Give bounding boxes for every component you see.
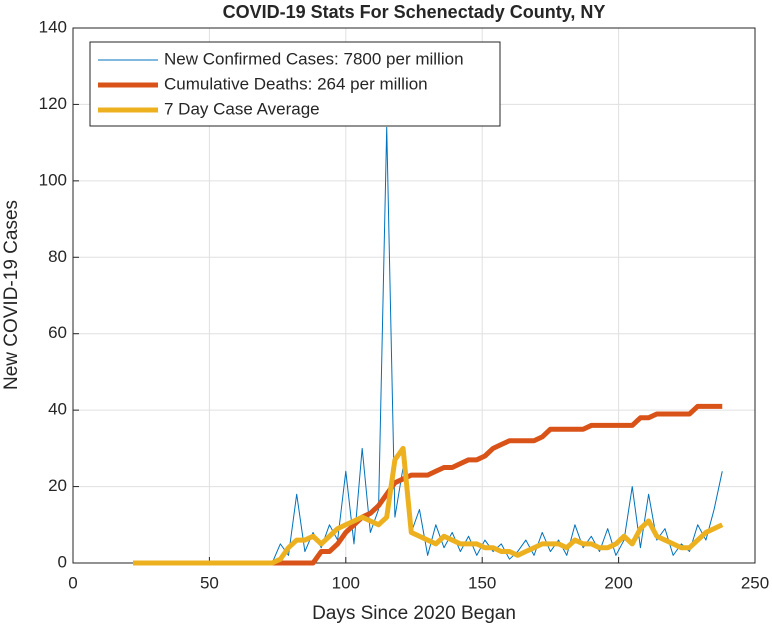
legend: New Confirmed Cases: 7800 per million Cum…: [89, 41, 501, 127]
legend-box: [89, 41, 501, 127]
x-tick-label: 250: [741, 573, 769, 592]
data-line: [133, 126, 723, 564]
legend-label: Cumulative Deaths: 264 per million: [164, 74, 428, 93]
y-tick-label: 140: [39, 17, 67, 36]
axes-box: [72, 27, 756, 564]
x-tick-label: 150: [468, 573, 496, 592]
y-axis-label: New COVID-19 Cases: [1, 200, 22, 390]
y-tick-label: 120: [39, 94, 67, 113]
y-tick-label: 100: [39, 170, 67, 189]
y-tick-label: 80: [48, 247, 67, 266]
legend-label: New Confirmed Cases: 7800 per million: [164, 49, 464, 68]
legend-label: 7 Day Case Average: [164, 99, 320, 118]
x-tick-label: 200: [604, 573, 632, 592]
x-tick-label: 50: [200, 573, 219, 592]
y-tick-label: 0: [58, 552, 67, 571]
x-tick-label: 0: [68, 573, 77, 592]
x-axis-label: Days Since 2020 Began: [312, 603, 516, 624]
x-tick-label: 100: [332, 573, 360, 592]
y-tick-label: 60: [48, 323, 67, 342]
y-tick-label: 40: [48, 400, 67, 419]
y-tick-label: 20: [48, 476, 67, 495]
chart-title: COVID-19 Stats For Schenectady County, N…: [223, 2, 606, 22]
data-line: [133, 445, 724, 566]
